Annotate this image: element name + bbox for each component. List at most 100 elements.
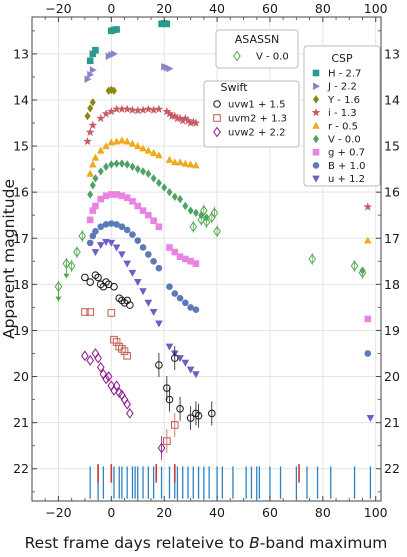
data-point bbox=[165, 155, 174, 163]
data-point bbox=[112, 137, 121, 145]
data-point bbox=[96, 113, 106, 123]
series-csp-u-1-2 bbox=[91, 238, 375, 423]
data-point bbox=[171, 290, 179, 297]
data-point bbox=[107, 239, 116, 247]
legend-csp-frame bbox=[303, 45, 381, 187]
data-point bbox=[89, 50, 97, 58]
data-point bbox=[149, 105, 158, 114]
y-tick-label: 13 bbox=[13, 46, 29, 61]
series-asassn-v-0-0 bbox=[54, 204, 367, 293]
data-point bbox=[102, 238, 110, 246]
y-tick-label-right: 16 bbox=[384, 185, 400, 200]
data-point bbox=[138, 105, 148, 114]
data-point bbox=[123, 226, 131, 234]
data-point bbox=[186, 414, 195, 422]
data-point bbox=[123, 398, 131, 410]
data-point bbox=[134, 202, 142, 210]
data-point bbox=[92, 202, 99, 210]
spectra-epoch-markers bbox=[89, 464, 372, 499]
data-point bbox=[123, 137, 131, 145]
data-point bbox=[187, 206, 194, 215]
data-point bbox=[170, 158, 179, 166]
x-tick-label-top: 20 bbox=[156, 1, 172, 16]
data-point bbox=[145, 211, 152, 219]
data-point bbox=[140, 167, 147, 176]
data-point bbox=[128, 269, 137, 277]
data-point bbox=[96, 242, 105, 250]
data-point bbox=[102, 373, 110, 385]
y-tick-label: 20 bbox=[13, 369, 29, 384]
series-csp-i-1-3 bbox=[83, 104, 373, 211]
data-point bbox=[124, 160, 131, 169]
data-point bbox=[115, 342, 124, 351]
data-point bbox=[91, 249, 100, 257]
data-point bbox=[134, 237, 142, 244]
y-tick-label: 18 bbox=[13, 277, 29, 292]
data-point bbox=[149, 148, 158, 156]
data-point bbox=[112, 104, 121, 113]
data-point bbox=[129, 231, 136, 238]
series-swift-uvm2-1-3 bbox=[81, 308, 179, 454]
legend-asassn-title: ASASSN bbox=[235, 33, 279, 46]
data-point bbox=[189, 221, 198, 233]
x-tick-label-top: −20 bbox=[45, 1, 71, 16]
data-point bbox=[350, 260, 359, 272]
data-point bbox=[161, 183, 168, 192]
data-point bbox=[101, 109, 111, 118]
x-axis-label: Rest frame days relateive to B-band maxi… bbox=[25, 534, 388, 552]
legend-csp-label: i - 1.3 bbox=[328, 108, 357, 119]
data-point bbox=[89, 160, 97, 168]
data-point bbox=[192, 409, 200, 418]
data-point bbox=[118, 136, 126, 144]
data-point bbox=[108, 220, 115, 227]
data-point bbox=[118, 223, 126, 231]
legend-asassn: ASASSN V - 0.0 bbox=[215, 29, 299, 69]
data-point bbox=[87, 104, 94, 113]
legend-csp: CSP H - 2.7 J - 2.2 Y - 1.6 i - 1.3 r - 0.5 V… bbox=[303, 45, 381, 187]
x-tick-label: 60 bbox=[262, 505, 278, 520]
data-point bbox=[113, 26, 120, 33]
x-tick-label-top: 0 bbox=[107, 1, 115, 16]
data-point bbox=[197, 214, 206, 226]
data-point bbox=[144, 146, 153, 154]
series-csp-r-0-5 bbox=[86, 136, 372, 244]
data-point bbox=[86, 308, 94, 316]
y-tick-label: 21 bbox=[13, 415, 29, 430]
data-point bbox=[182, 201, 189, 211]
data-point bbox=[139, 144, 147, 152]
data-point bbox=[73, 246, 81, 258]
data-point bbox=[118, 345, 126, 353]
data-point bbox=[78, 230, 87, 242]
data-point bbox=[157, 442, 166, 454]
x-tick-label: 20 bbox=[156, 505, 172, 520]
data-point bbox=[96, 146, 105, 154]
legend-csp-label: u + 1.2 bbox=[328, 174, 365, 185]
data-point bbox=[170, 111, 180, 120]
data-point bbox=[112, 244, 121, 252]
data-point bbox=[91, 153, 100, 161]
data-point bbox=[150, 258, 157, 265]
plot-frame bbox=[31, 16, 382, 502]
data-point bbox=[163, 384, 171, 392]
legend-csp-label: J - 2.2 bbox=[327, 82, 357, 93]
data-point bbox=[202, 216, 211, 228]
y-tick-label-right: 20 bbox=[384, 369, 400, 384]
data-point bbox=[92, 228, 99, 235]
data-point bbox=[166, 283, 173, 290]
data-point bbox=[176, 294, 184, 302]
data-point bbox=[150, 217, 157, 225]
data-point bbox=[366, 415, 375, 423]
y-tick-label-right: 19 bbox=[384, 323, 400, 338]
axis-ticks: −20 −20 0 0 20 20 40 40 60 60 80 80 100 100 13 13 14 14 15… bbox=[13, 1, 400, 520]
upper-limit-arrowhead bbox=[63, 273, 70, 279]
series-swift-uvw2-2-2 bbox=[81, 348, 166, 460]
data-point bbox=[210, 207, 219, 219]
y-tick-label: 22 bbox=[13, 461, 29, 476]
data-point bbox=[149, 309, 158, 317]
series-csp-h-2-7 bbox=[86, 20, 171, 65]
data-point bbox=[86, 355, 94, 366]
data-point bbox=[102, 221, 110, 228]
data-point bbox=[363, 202, 373, 211]
data-point bbox=[126, 301, 134, 309]
